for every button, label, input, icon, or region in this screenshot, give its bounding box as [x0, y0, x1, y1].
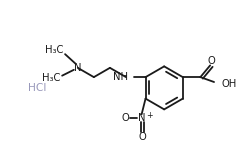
- Text: O: O: [207, 56, 215, 66]
- Text: N: N: [74, 63, 81, 73]
- Text: H₃C: H₃C: [45, 45, 64, 55]
- Text: H₃C: H₃C: [42, 73, 60, 83]
- Text: HCl: HCl: [28, 83, 46, 93]
- Text: O: O: [138, 132, 146, 142]
- Text: +: +: [147, 111, 153, 120]
- Text: O: O: [121, 113, 129, 123]
- Text: N: N: [138, 113, 145, 123]
- Text: OH: OH: [222, 79, 237, 89]
- Text: NH: NH: [113, 72, 128, 82]
